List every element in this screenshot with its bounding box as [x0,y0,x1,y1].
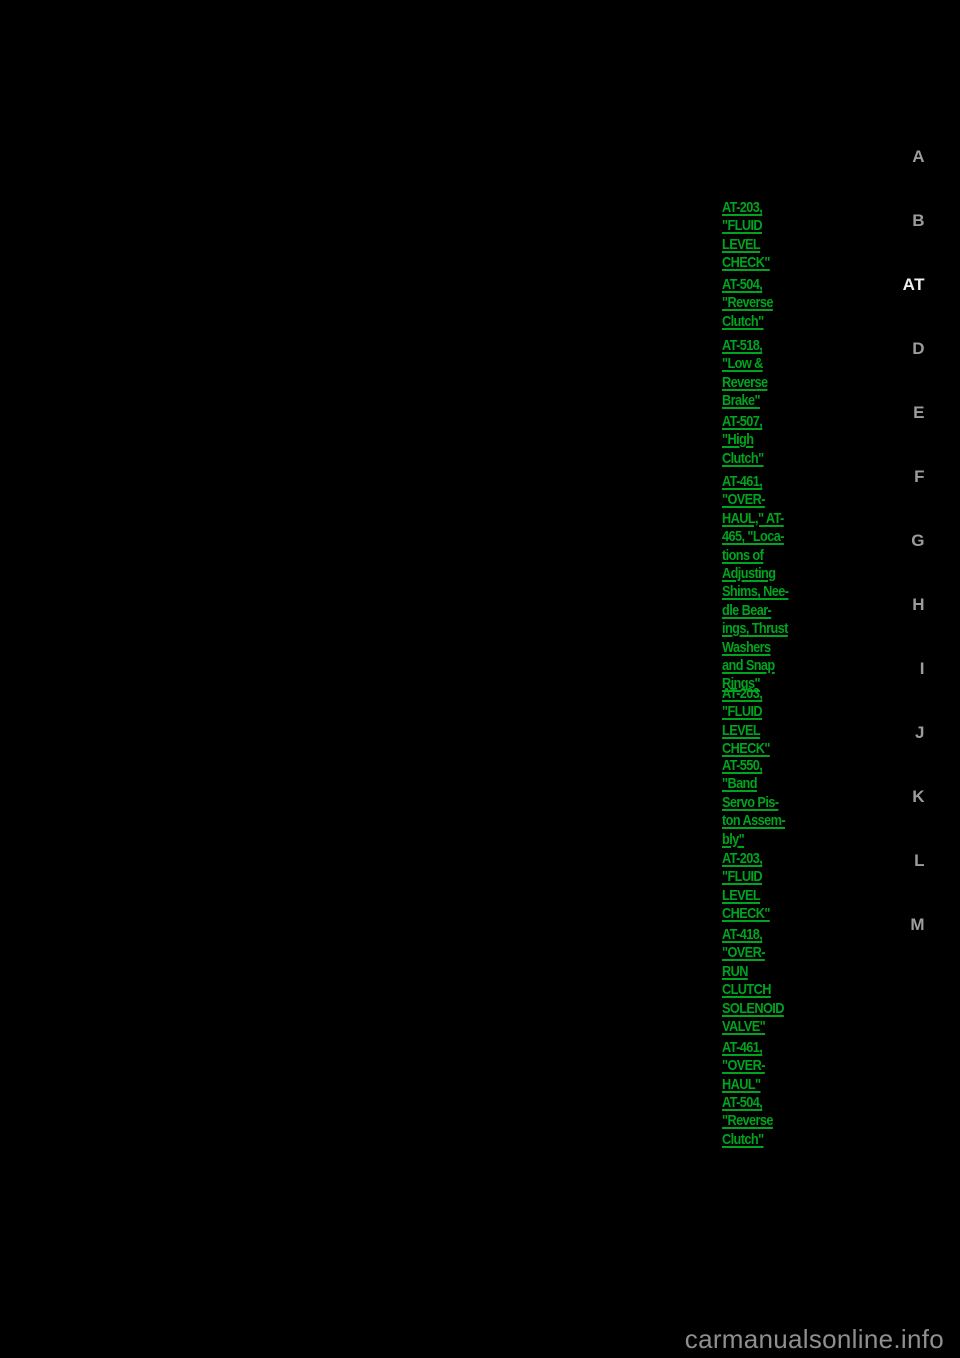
page-reference-link-line: HAUL" [722,1075,761,1093]
page-reference-link-line: AT-518, [722,337,763,354]
page-reference-link-line: AT-203, [722,850,763,867]
page-reference-link-line: Reverse [722,373,768,391]
page-reference-link-line: "Low & [722,355,763,373]
page-reference-link-at-418[interactable]: AT-418, "OVER- RUN CLUTCH SOLENOID VALVE" [722,926,807,1036]
page-reference-link-line: CHECK" [722,740,770,758]
section-tabs-column: A B AT D E F G H I J K L M [900,0,960,1358]
section-tab-f: F [914,467,925,486]
page-reference-link-at-203[interactable]: AT-203, "FLUID LEVEL CHECK" [722,199,807,273]
page-reference-link-at-518[interactable]: AT-518, "Low & Reverse Brake" [722,337,807,411]
page-reference-link-line: Servo Pis- [722,793,779,811]
page-reference-link-line: and Snap [722,657,775,675]
section-tab-j: J [915,723,925,742]
section-tab-d: D [912,339,925,358]
page-reference-link-at-203[interactable]: AT-203, "FLUID LEVEL CHECK" [722,850,807,924]
page-reference-link-line: SOLENOID [722,999,784,1017]
page-reference-link-line: LEVEL [722,235,761,253]
page-reference-link-line: AT-203, [722,685,763,702]
page-reference-link-line: RUN [722,962,748,980]
page-reference-link-line: "OVER- [722,1057,765,1075]
page-reference-link-line: CHECK" [722,254,770,272]
section-tab-k: K [912,787,925,806]
section-tab-h: H [912,595,925,614]
page-reference-link-line: "OVER- [722,944,765,962]
page-reference-link-line: ton Assem- [722,812,786,830]
section-tab-e: E [913,403,925,422]
section-tab-b: B [912,211,925,230]
page-reference-link-line: CLUTCH [722,981,771,999]
section-tab-m: M [910,915,925,934]
page-reference-link-at-504[interactable]: AT-504, "Reverse Clutch" [722,1094,807,1149]
page-reference-link-line: Adjusting [722,565,776,583]
page-reference-link-line: ings, Thrust [722,620,788,638]
page-reference-link-line: 465, "Loca- [722,528,784,546]
page-reference-link-line: CHECK" [722,905,770,923]
page-reference-link-line: AT-507, [722,413,763,430]
page-reference-link-line: Clutch" [722,312,764,330]
page-reference-link-line: HAUL," AT- [722,509,784,527]
page-reference-link-at-461[interactable]: AT-461, "OVER- HAUL" [722,1039,807,1094]
page-reference-link-line: AT-504, [722,276,763,293]
page-reference-link-line: "Reverse [722,294,774,312]
page-reference-link-line: "Band [722,775,758,793]
page-reference-link-line: "OVER- [722,491,765,509]
section-tab-g: G [911,531,925,550]
page-reference-link-line: Shims, Nee- [722,583,789,601]
page-reference-link-line: AT-203, [722,199,763,216]
section-tab-a: A [912,147,925,166]
page-reference-link-line: VALVE" [722,1018,766,1036]
section-tab-l: L [914,851,925,870]
page-reference-link-line: AT-550, [722,757,763,774]
page-reference-link-line: bly" [722,830,745,848]
page-reference-link-line: LEVEL [722,721,761,739]
page-reference-link-line: Rings" [722,675,760,693]
page-reference-link-line: dle Bear- [722,601,772,619]
section-tab-i: I [919,659,925,678]
page-reference-link-line: AT-504, [722,1094,763,1111]
page-reference-link-at-507[interactable]: AT-507, "High Clutch" [722,413,807,468]
page-reference-link-line: AT-418, [722,926,763,943]
page-reference-link-line: AT-461, [722,1039,763,1056]
page-reference-link-line: tions of [722,546,764,564]
page-reference-link-at-461-at-465[interactable]: AT-461, "OVER- HAUL," AT- 465, "Loca-tions … [722,473,807,694]
page-reference-link-line: Washers [722,638,771,656]
page-reference-link-line: Clutch" [722,1130,764,1148]
page-reference-link-line: Brake" [722,392,761,410]
page-reference-link-at-203[interactable]: AT-203, "FLUID LEVEL CHECK" [722,685,807,759]
page-reference-link-line: "FLUID [722,703,763,721]
page-reference-link-at-504[interactable]: AT-504, "Reverse Clutch" [722,276,807,331]
page-reference-link-at-550[interactable]: AT-550, "Band Servo Pis-ton Assem-bly" [722,757,807,849]
watermark: carmanualsonline.info [684,1324,944,1354]
section-tab-at: AT [902,275,925,294]
page-reference-link-line: "Reverse [722,1112,774,1130]
page-reference-link-line: Clutch" [722,449,764,467]
page-reference-link-line: LEVEL [722,886,761,904]
page-reference-link-line: "High [722,431,754,449]
page-reference-link-line: AT-461, [722,473,763,490]
page-reference-link-line: "FLUID [722,868,763,886]
page-reference-link-line: "FLUID [722,217,763,235]
